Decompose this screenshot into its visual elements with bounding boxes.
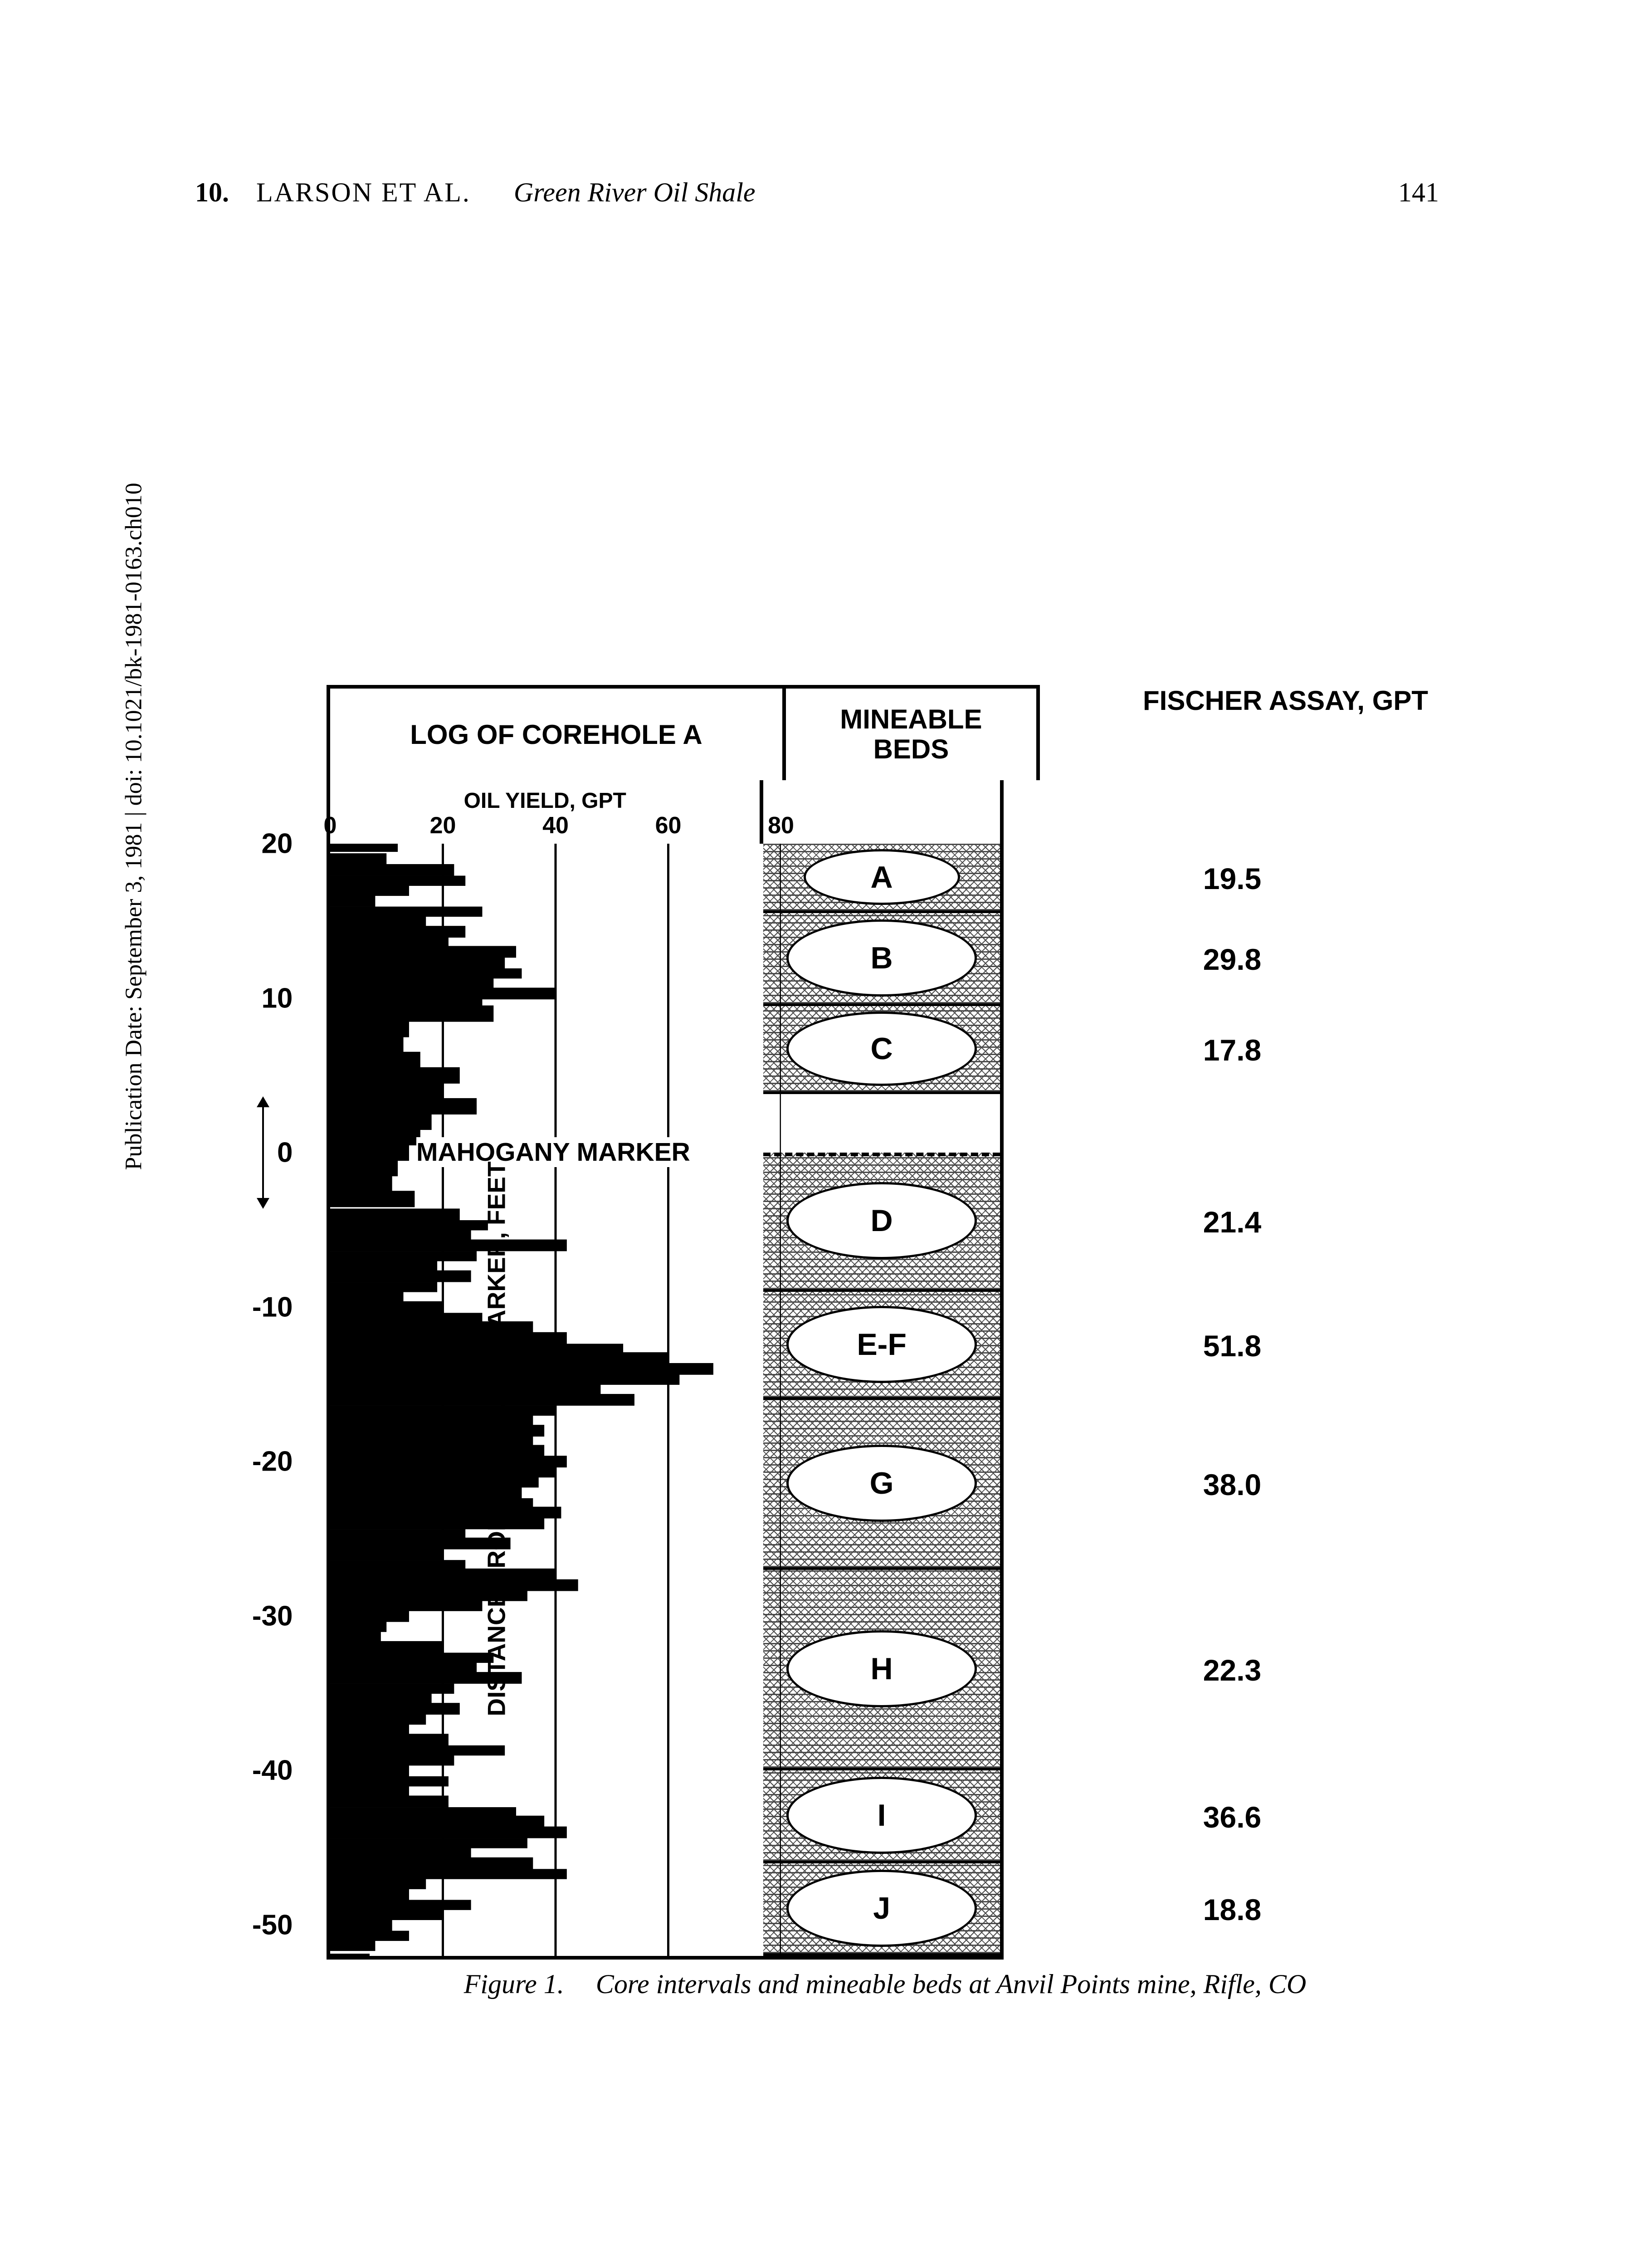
x-tick-label: 40	[542, 812, 569, 839]
fischer-assay-value: 51.8	[1203, 1329, 1261, 1363]
fischer-assay-value: 17.8	[1203, 1033, 1261, 1067]
bed-cell: E-F	[763, 1292, 1000, 1400]
y-tick-label: -40	[252, 1755, 293, 1787]
y-axis-label: DISTANCE FROM MAHOGANY MARKER, FEET	[482, 1161, 511, 1716]
bed-cell: C	[763, 1006, 1000, 1094]
figure-1: FISCHER ASSAY, GPT LOG OF COREHOLE A MIN…	[327, 685, 1506, 1960]
y-tick-label: -50	[252, 1909, 293, 1941]
bed-cell: B	[763, 913, 1000, 1006]
figure-caption: Figure 1. Core intervals and mineable be…	[327, 1969, 1444, 2000]
fischer-assay-value: 29.8	[1203, 942, 1261, 977]
x-axis-label: OIL YIELD, GPT	[330, 788, 760, 813]
beds-column-title: MINEABLE BEDS	[786, 689, 1036, 780]
fischer-assay-value: 22.3	[1203, 1653, 1261, 1687]
bed-cell: H	[763, 1570, 1000, 1771]
x-tick-label: 0	[324, 812, 337, 839]
bed-cell: I	[763, 1770, 1000, 1863]
x-tick-label: 20	[430, 812, 456, 839]
y-tick-label: -10	[252, 1291, 293, 1323]
bed-label: C	[786, 1012, 977, 1086]
bed-cell: J	[763, 1863, 1000, 1956]
bed-label: D	[786, 1182, 977, 1259]
publication-info-sidebar: Publication Date: September 3, 1981 | do…	[121, 483, 147, 1170]
y-axis-arrow	[262, 1106, 264, 1199]
y-tick-label: -20	[252, 1446, 293, 1478]
bed-cell: G	[763, 1400, 1000, 1570]
bed-cell: D	[763, 1153, 1000, 1292]
fischer-assay-title: FISCHER ASSAY, GPT	[1143, 685, 1428, 716]
header-title: Green River Oil Shale	[514, 177, 756, 208]
fischer-assay-value: 36.6	[1203, 1800, 1261, 1834]
header-page-number: 141	[1398, 177, 1439, 208]
y-tick-label: 20	[261, 828, 293, 860]
fischer-assay-values: 19.5 29.8 17.8 21.4 51.8 38.0 22.3 36.6 18.8	[1203, 780, 1506, 1960]
mahogany-marker-line	[763, 1153, 1000, 1156]
y-tick-label: 10	[261, 982, 293, 1014]
bed-label: A	[804, 849, 960, 905]
fischer-assay-value: 19.5	[1203, 861, 1261, 896]
y-tick-label: 0	[277, 1137, 293, 1169]
x-axis-ticks: 020406080	[330, 812, 760, 835]
bed-label: B	[786, 919, 977, 997]
chapter-number: 10.	[195, 177, 229, 208]
header-authors: LARSON ET AL.	[256, 177, 471, 208]
log-column-title: LOG OF COREHOLE A	[330, 689, 786, 780]
fischer-assay-value: 21.4	[1203, 1205, 1261, 1239]
corehole-log-chart: OIL YIELD, GPT 020406080 MAHOGANY MARKER…	[327, 780, 763, 1960]
fischer-assay-value: 38.0	[1203, 1467, 1261, 1502]
mineable-beds-column: ABC D E-F G HIJ	[763, 780, 1003, 1960]
bed-label: G	[786, 1445, 977, 1522]
bed-cell: A	[763, 844, 1000, 913]
page-header: 10. LARSON ET AL. Green River Oil Shale …	[195, 177, 1439, 208]
y-tick-label: -30	[252, 1600, 293, 1632]
fischer-assay-value: 18.8	[1203, 1892, 1261, 1927]
bed-label: J	[786, 1870, 977, 1947]
bed-label: I	[786, 1777, 977, 1854]
bed-label: E-F	[786, 1306, 977, 1383]
x-tick-label: 60	[655, 812, 682, 839]
bed-label: H	[786, 1630, 977, 1707]
mahogany-marker-label: MAHOGANY MARKER	[416, 1137, 690, 1167]
